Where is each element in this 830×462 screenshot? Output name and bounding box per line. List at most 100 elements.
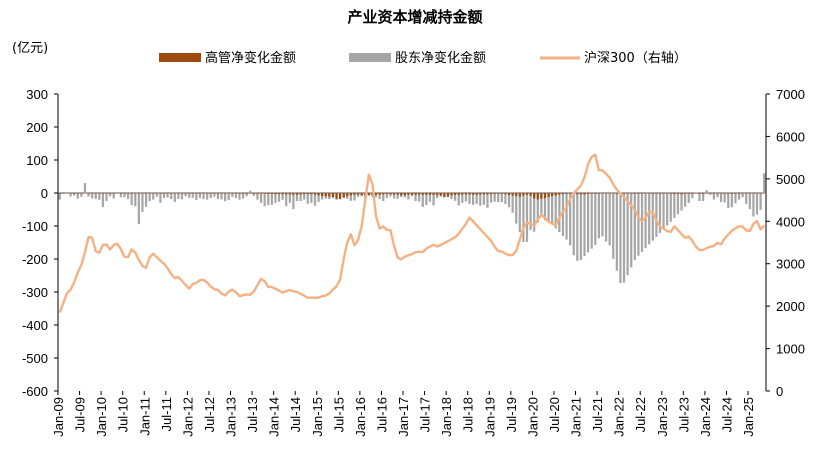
- exec-bar: [162, 193, 166, 194]
- exec-bar: [698, 193, 701, 194]
- exec-bar: [730, 193, 733, 194]
- exec-bar: [177, 193, 180, 194]
- holder-bar: [684, 193, 687, 207]
- holder-bar: [148, 193, 151, 202]
- exec-bar: [497, 193, 500, 194]
- holder-bar: [428, 193, 432, 202]
- holder-bar: [87, 193, 90, 197]
- holder-bar: [482, 193, 485, 205]
- holder-bar: [299, 193, 302, 202]
- chart-title: 产业资本增减持金额: [347, 8, 482, 26]
- exec-bar: [94, 193, 97, 194]
- exec-bar: [759, 193, 762, 194]
- holder-bar: [73, 193, 76, 196]
- holder-bar: [604, 193, 608, 242]
- holder-bar: [374, 193, 378, 198]
- holder-bar: [694, 192, 698, 194]
- exec-bar: [216, 193, 220, 194]
- holder-bar: [719, 193, 723, 202]
- exec-bar: [558, 193, 561, 195]
- exec-bar: [123, 193, 126, 194]
- exec-bar: [224, 193, 227, 194]
- exec-bar: [335, 193, 338, 199]
- exec-bar: [464, 193, 468, 195]
- exec-bar: [691, 193, 694, 194]
- holder-bar: [418, 193, 421, 202]
- exec-bar: [170, 193, 173, 194]
- exec-bar: [295, 193, 299, 195]
- holder-bar: [673, 193, 676, 218]
- holder-bar: [579, 193, 583, 260]
- exec-bar: [694, 193, 698, 194]
- holder-bar: [633, 193, 636, 260]
- exec-bar: [651, 193, 654, 194]
- left-tick-label: 300: [26, 87, 48, 102]
- right-tick-label: 5000: [776, 172, 805, 187]
- left-tick-label: 100: [26, 153, 48, 168]
- exec-bar: [385, 193, 388, 195]
- exec-bar: [763, 193, 766, 194]
- holder-bar: [489, 193, 493, 203]
- exec-bar: [328, 193, 331, 197]
- holder-bar: [69, 193, 72, 197]
- exec-bar: [752, 193, 755, 194]
- exec-bar: [108, 193, 112, 194]
- holder-bar: [292, 193, 295, 210]
- holder-bar: [83, 183, 87, 193]
- holder-bar: [98, 193, 101, 200]
- x-tick-label: Jan-22: [612, 397, 627, 437]
- exec-bar: [565, 193, 568, 194]
- exec-bar: [234, 193, 238, 194]
- x-tick-label: Jan-12: [180, 397, 195, 437]
- holder-bar: [126, 193, 130, 200]
- exec-bar: [554, 193, 557, 196]
- holder-bar: [432, 193, 435, 206]
- exec-bar: [450, 193, 453, 196]
- x-tick-label: Jul-24: [719, 397, 734, 432]
- holder-bar: [188, 193, 191, 198]
- holder-bar: [389, 193, 392, 197]
- holder-bar: [741, 193, 744, 198]
- holder-bar: [436, 193, 439, 198]
- exec-bar: [285, 193, 288, 195]
- exec-bar: [676, 193, 680, 194]
- exec-bar: [719, 193, 723, 194]
- holder-bar: [745, 193, 748, 204]
- exec-bar: [701, 193, 705, 194]
- exec-bar: [540, 193, 543, 199]
- exec-bar: [716, 193, 719, 194]
- holder-bar: [644, 193, 647, 249]
- holder-bar: [705, 190, 708, 193]
- holder-bar: [511, 193, 514, 213]
- holder-bar: [191, 193, 194, 198]
- holder-bar: [80, 193, 83, 197]
- holder-bar: [407, 193, 410, 200]
- exec-bar: [439, 193, 442, 196]
- exec-bar: [615, 193, 618, 194]
- exec-bar: [687, 193, 690, 194]
- holder-bar: [105, 193, 108, 202]
- holder-bar: [500, 193, 503, 203]
- x-tick-label: Jan-25: [741, 397, 756, 437]
- holder-bar: [554, 193, 557, 229]
- x-tick-label: Jul-21: [590, 397, 605, 432]
- holder-bar: [687, 193, 690, 203]
- right-tick-label: 2000: [776, 299, 805, 314]
- right-tick-label: 3000: [776, 257, 805, 272]
- exec-bar: [270, 193, 273, 194]
- exec-bar: [421, 193, 424, 195]
- holder-bar: [263, 193, 266, 206]
- exec-bar: [536, 193, 539, 200]
- holder-bar: [231, 193, 234, 197]
- exec-bar: [137, 193, 140, 194]
- holder-bar: [543, 193, 547, 221]
- holder-bar: [238, 193, 241, 200]
- left-axis-unit: (亿元): [12, 41, 48, 56]
- holder-bar: [630, 193, 633, 268]
- holder-bar: [504, 193, 507, 205]
- exec-bar: [148, 193, 151, 194]
- holder-bar: [392, 193, 396, 199]
- holder-bar: [252, 193, 255, 196]
- exec-bar: [152, 193, 155, 194]
- exec-bar: [209, 193, 212, 194]
